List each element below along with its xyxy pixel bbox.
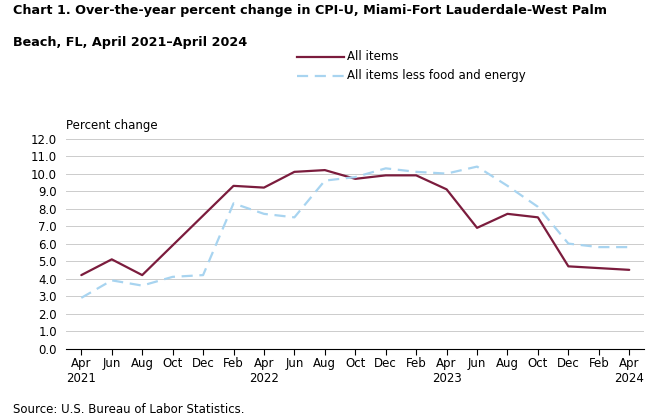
Text: Chart 1. Over-the-year percent change in CPI-U, Miami-Fort Lauderdale-West Palm: Chart 1. Over-the-year percent change in… <box>13 4 607 17</box>
Text: Source: U.S. Bureau of Labor Statistics.: Source: U.S. Bureau of Labor Statistics. <box>13 403 245 416</box>
Text: Beach, FL, April 2021–April 2024: Beach, FL, April 2021–April 2024 <box>13 36 247 49</box>
Text: All items: All items <box>347 50 399 63</box>
Text: Percent change: Percent change <box>66 119 158 132</box>
Text: All items less food and energy: All items less food and energy <box>347 69 525 82</box>
